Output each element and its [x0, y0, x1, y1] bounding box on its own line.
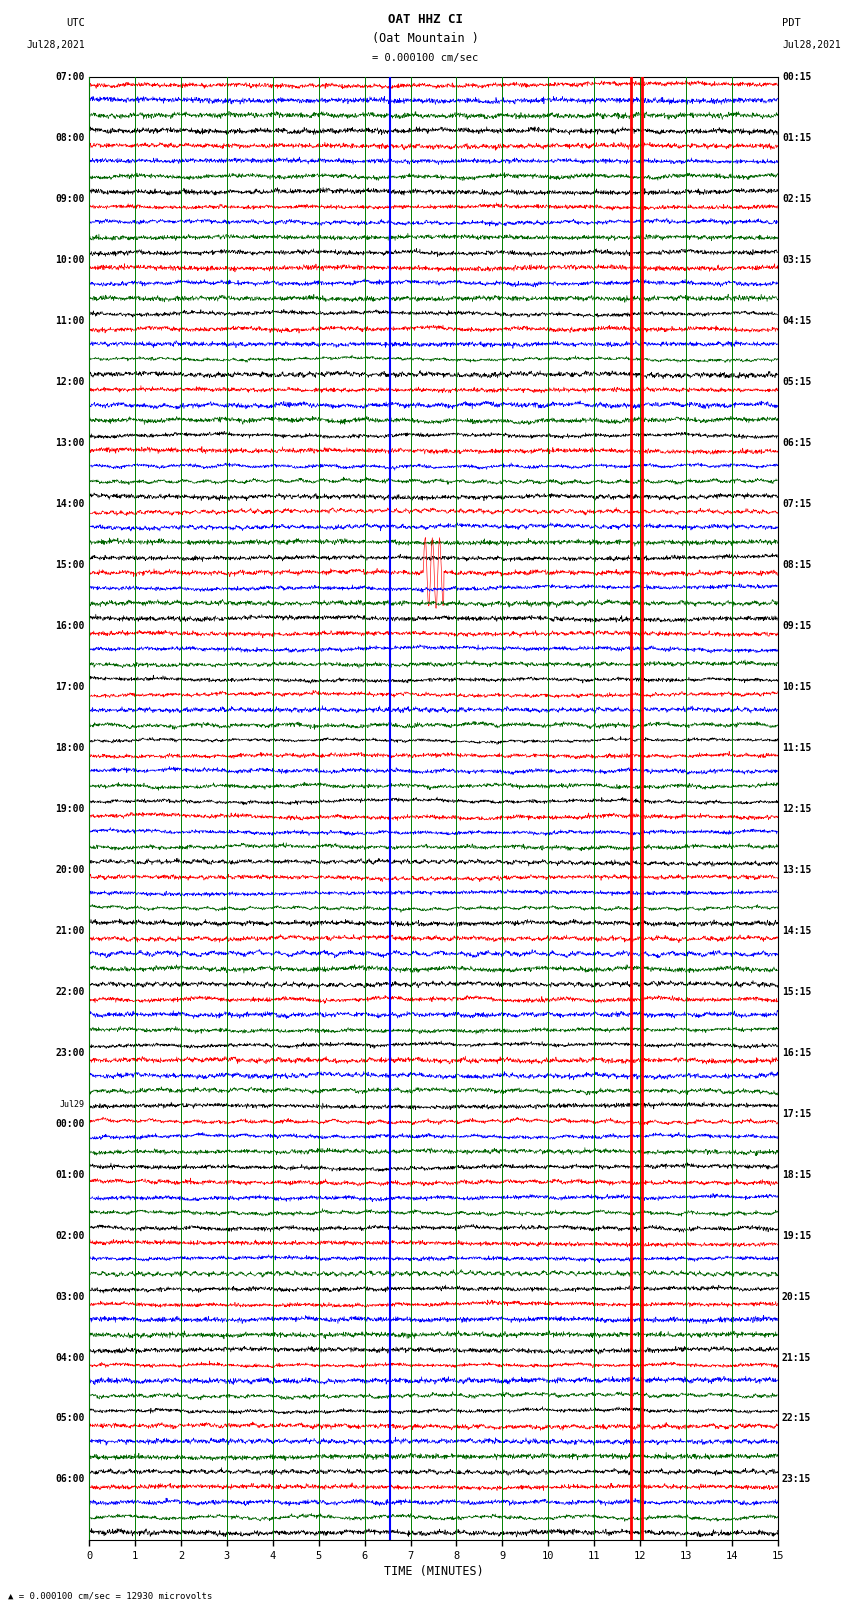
Text: 23:00: 23:00 [55, 1048, 85, 1058]
Text: 13:00: 13:00 [55, 439, 85, 448]
Text: 00:00: 00:00 [55, 1118, 85, 1129]
Text: 12:00: 12:00 [55, 377, 85, 387]
Text: 16:00: 16:00 [55, 621, 85, 631]
Text: 19:15: 19:15 [782, 1231, 812, 1240]
Text: 06:15: 06:15 [782, 439, 812, 448]
Text: 05:15: 05:15 [782, 377, 812, 387]
Text: 10:00: 10:00 [55, 255, 85, 265]
Text: 03:15: 03:15 [782, 255, 812, 265]
Text: OAT HHZ CI: OAT HHZ CI [388, 13, 462, 26]
Text: Jul28,2021: Jul28,2021 [782, 40, 841, 50]
Text: 17:00: 17:00 [55, 682, 85, 692]
Text: 11:00: 11:00 [55, 316, 85, 326]
Text: 03:00: 03:00 [55, 1292, 85, 1302]
Text: 12:15: 12:15 [782, 803, 812, 815]
Text: 02:00: 02:00 [55, 1231, 85, 1240]
Text: 07:15: 07:15 [782, 498, 812, 510]
Text: 14:15: 14:15 [782, 926, 812, 936]
Text: 08:15: 08:15 [782, 560, 812, 569]
X-axis label: TIME (MINUTES): TIME (MINUTES) [383, 1565, 484, 1578]
Text: 16:15: 16:15 [782, 1048, 812, 1058]
Text: 22:00: 22:00 [55, 987, 85, 997]
Text: 04:15: 04:15 [782, 316, 812, 326]
Text: Jul28,2021: Jul28,2021 [26, 40, 85, 50]
Text: 00:15: 00:15 [782, 73, 812, 82]
Text: 05:00: 05:00 [55, 1413, 85, 1424]
Text: 04:00: 04:00 [55, 1353, 85, 1363]
Text: 09:15: 09:15 [782, 621, 812, 631]
Text: (Oat Mountain ): (Oat Mountain ) [371, 32, 479, 45]
Text: 17:15: 17:15 [782, 1108, 812, 1119]
Text: 21:15: 21:15 [782, 1353, 812, 1363]
Text: ▲ = 0.000100 cm/sec = 12930 microvolts: ▲ = 0.000100 cm/sec = 12930 microvolts [8, 1590, 212, 1600]
Text: UTC: UTC [66, 18, 85, 27]
Text: 10:15: 10:15 [782, 682, 812, 692]
Text: 20:00: 20:00 [55, 865, 85, 874]
Text: 01:15: 01:15 [782, 134, 812, 144]
Text: 14:00: 14:00 [55, 498, 85, 510]
Text: 15:15: 15:15 [782, 987, 812, 997]
Text: = 0.000100 cm/sec: = 0.000100 cm/sec [371, 53, 478, 63]
Text: Jul29: Jul29 [60, 1100, 85, 1108]
Text: 08:00: 08:00 [55, 134, 85, 144]
Text: 07:00: 07:00 [55, 73, 85, 82]
Text: 23:15: 23:15 [782, 1474, 812, 1484]
Text: 11:15: 11:15 [782, 744, 812, 753]
Text: 22:15: 22:15 [782, 1413, 812, 1424]
Text: 02:15: 02:15 [782, 194, 812, 205]
Text: 18:00: 18:00 [55, 744, 85, 753]
Text: 13:15: 13:15 [782, 865, 812, 874]
Text: 15:00: 15:00 [55, 560, 85, 569]
Text: 01:00: 01:00 [55, 1169, 85, 1179]
Text: 09:00: 09:00 [55, 194, 85, 205]
Text: PDT: PDT [782, 18, 801, 27]
Text: 06:00: 06:00 [55, 1474, 85, 1484]
Text: 18:15: 18:15 [782, 1169, 812, 1179]
Text: 19:00: 19:00 [55, 803, 85, 815]
Text: 20:15: 20:15 [782, 1292, 812, 1302]
Text: 21:00: 21:00 [55, 926, 85, 936]
